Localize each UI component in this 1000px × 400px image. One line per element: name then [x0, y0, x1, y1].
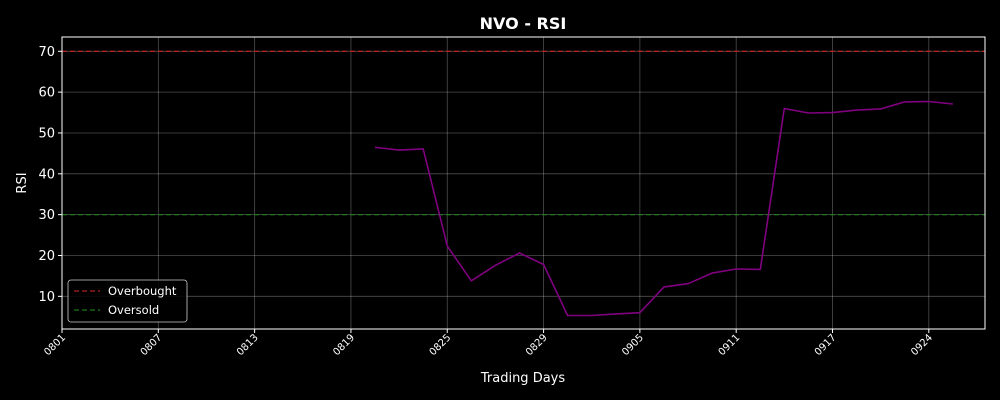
series-group	[374, 100, 953, 317]
legend-label-overbought: Overbought	[108, 284, 177, 298]
y-tick-label: 70	[38, 45, 55, 60]
y-tick-label: 50	[38, 126, 55, 141]
y-axis: 10 20 30 40 50 60 70	[38, 45, 62, 305]
grid-lines	[61, 37, 985, 329]
legend-label-oversold: Oversold	[108, 303, 159, 317]
plot-frame	[61, 36, 986, 330]
y-tick-label: 30	[38, 208, 55, 223]
y-tick-label: 40	[38, 167, 55, 182]
chart-title: NVO - RSI	[480, 14, 567, 33]
legend-box	[67, 279, 188, 323]
y-tick-label: 60	[38, 86, 55, 101]
y-tick-label: 10	[38, 290, 55, 305]
y-axis-label: RSI	[15, 172, 30, 193]
y-tick-label: 20	[38, 249, 55, 264]
rsi-series-line	[374, 100, 953, 317]
legend: Overbought Oversold	[67, 279, 188, 323]
x-axis-label: Trading Days	[480, 371, 565, 386]
reference-lines	[62, 50, 985, 216]
